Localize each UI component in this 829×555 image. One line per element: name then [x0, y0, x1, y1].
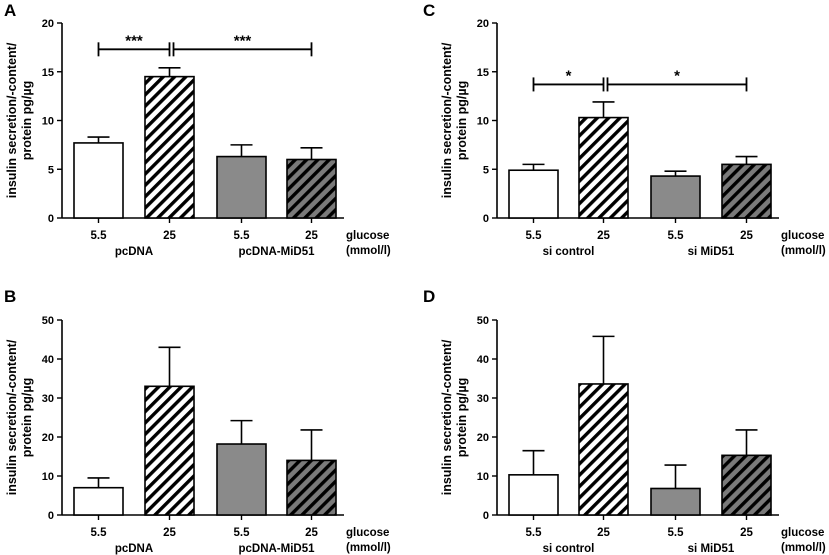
y-axis-label: insulin secretion/-content/protein pg/µg: [440, 42, 469, 198]
significance-label: ***: [125, 32, 143, 49]
y-axis-label-line2: protein pg/µg: [20, 378, 34, 457]
x-tick-label: 25: [305, 230, 318, 242]
x-tick-label: 5.5: [526, 230, 543, 242]
y-axis-label-line1: insulin secretion/-content/: [5, 42, 19, 198]
bar-5.5-control: [73, 142, 124, 219]
significance-label: *: [674, 67, 680, 84]
panel-letter: B: [4, 287, 16, 306]
y-tick-label: 50: [477, 315, 489, 327]
x-axis-label-line1: glucose: [781, 230, 824, 242]
x-axis-label-line2: (mmol/l): [781, 245, 826, 257]
group-label-treatment: pcDNA-MiD51: [238, 246, 315, 258]
y-axis-label-line2: protein pg/µg: [455, 81, 469, 160]
x-tick-label: 5.5: [91, 527, 108, 539]
y-tick-label: 20: [477, 18, 489, 30]
bar-5.5-treatment: [650, 487, 701, 516]
bar-25-treatment: [721, 454, 772, 516]
bar-5.5-control: [508, 169, 559, 219]
y-tick-label: 10: [42, 471, 54, 483]
group-label-control: si control: [543, 543, 595, 555]
x-tick-label: 25: [163, 527, 176, 539]
y-tick-label: 5: [483, 164, 489, 176]
x-tick-label: 25: [597, 527, 610, 539]
y-tick-label: 15: [42, 67, 54, 79]
x-tick-label: 25: [740, 230, 753, 242]
y-tick-label: 20: [42, 18, 54, 30]
x-tick-label: 25: [163, 230, 176, 242]
y-axis-label-line2: protein pg/µg: [455, 378, 469, 457]
x-axis-label-line2: (mmol/l): [346, 542, 391, 554]
x-tick-label: 5.5: [234, 527, 251, 539]
y-tick-label: 40: [42, 354, 54, 366]
group-label-control: pcDNA: [115, 246, 153, 258]
panel-letter: C: [423, 1, 435, 20]
bar-25-treatment: [721, 163, 772, 219]
bar-25-control: [578, 116, 629, 219]
y-tick-label: 15: [477, 67, 489, 79]
bar-25-treatment: [286, 459, 337, 516]
y-axis-label: insulin secretion/-content/protein pg/µg: [440, 339, 469, 495]
x-tick-label: 25: [597, 230, 610, 242]
y-axis-label: insulin secretion/-content/protein pg/µg: [5, 339, 34, 495]
x-tick-label: 5.5: [234, 230, 251, 242]
panel-letter: A: [4, 1, 16, 20]
y-axis-label-line1: insulin secretion/-content/: [5, 339, 19, 495]
bar-25-control: [144, 385, 195, 516]
y-axis-label-line2: protein pg/µg: [20, 81, 34, 160]
x-axis-label-line2: (mmol/l): [781, 542, 826, 554]
y-tick-label: 30: [477, 393, 489, 405]
y-tick-label: 20: [477, 432, 489, 444]
y-axis-label-line1: insulin secretion/-content/: [440, 42, 454, 198]
y-tick-label: 0: [483, 510, 489, 522]
x-axis-label-line1: glucose: [781, 527, 824, 539]
x-tick-label: 5.5: [91, 230, 108, 242]
significance-label: *: [566, 67, 572, 84]
y-tick-label: 10: [42, 116, 54, 128]
x-tick-label: 25: [740, 527, 753, 539]
bar-25-treatment: [286, 158, 337, 219]
x-tick-label: 5.5: [668, 527, 685, 539]
group-label-treatment: si MiD51: [688, 543, 735, 555]
x-axis-label-line1: glucose: [346, 230, 389, 242]
x-axis-label-line2: (mmol/l): [346, 245, 391, 257]
x-tick-label: 25: [305, 527, 318, 539]
bar-5.5-treatment: [650, 175, 701, 219]
group-label-control: pcDNA: [115, 543, 153, 555]
y-tick-label: 40: [477, 354, 489, 366]
significance-label: ***: [234, 32, 252, 49]
panel-letter: D: [423, 287, 435, 306]
y-tick-label: 5: [48, 164, 54, 176]
bar-5.5-control: [73, 486, 124, 516]
bar-5.5-treatment: [216, 155, 267, 219]
y-tick-label: 30: [42, 393, 54, 405]
bar-5.5-treatment: [216, 443, 267, 516]
group-label-treatment: pcDNA-MiD51: [238, 543, 315, 555]
bar-25-control: [578, 383, 629, 516]
bar-5.5-control: [508, 474, 559, 516]
y-axis-label-line1: insulin secretion/-content/: [440, 339, 454, 495]
x-tick-label: 5.5: [668, 230, 685, 242]
y-axis-label: insulin secretion/-content/protein pg/µg: [5, 42, 34, 198]
y-tick-label: 0: [48, 510, 54, 522]
x-axis-label-line1: glucose: [346, 527, 389, 539]
y-tick-label: 0: [483, 213, 489, 225]
y-tick-label: 10: [477, 116, 489, 128]
group-label-control: si control: [543, 246, 595, 258]
y-tick-label: 10: [477, 471, 489, 483]
bar-25-control: [144, 75, 195, 219]
y-tick-label: 0: [48, 213, 54, 225]
x-tick-label: 5.5: [526, 527, 543, 539]
group-label-treatment: si MiD51: [688, 246, 735, 258]
y-tick-label: 50: [42, 315, 54, 327]
y-tick-label: 20: [42, 432, 54, 444]
